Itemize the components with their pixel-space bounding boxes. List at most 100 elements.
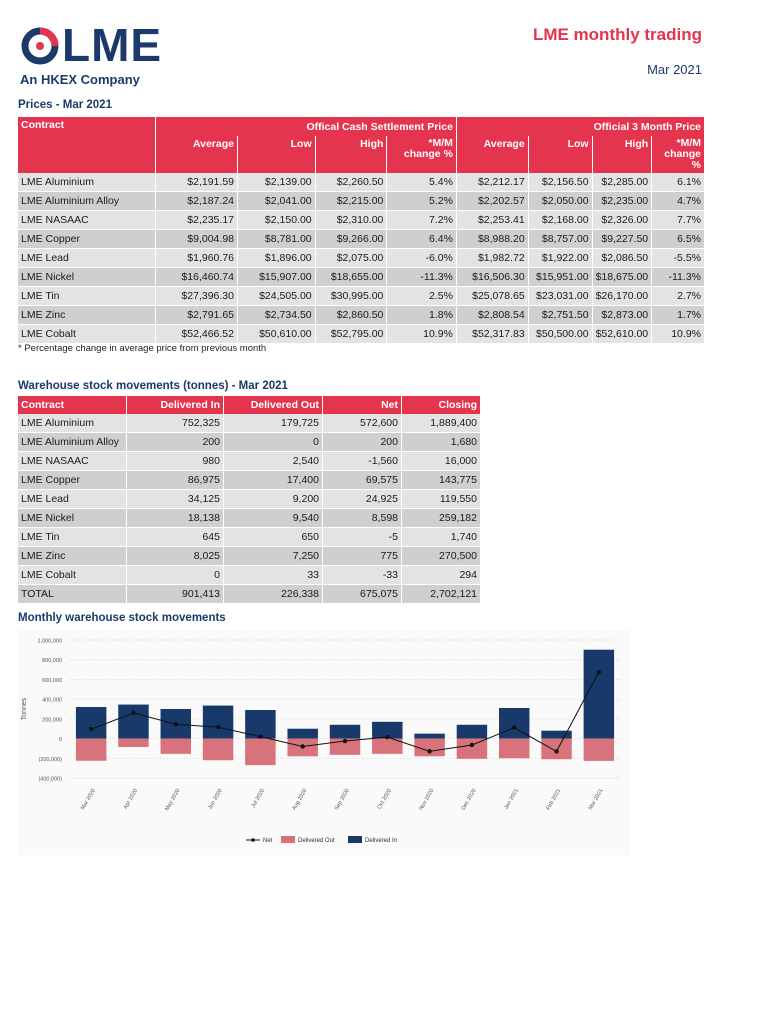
cash-low-header: Low [237,136,315,173]
cash-cell: 6.4% [386,230,456,249]
stocks-table-row: LME Lead 34,125 9,200 24,925 119,550 [18,490,480,509]
stock-value-cell: 69,575 [322,471,401,490]
prices-table-row: LME Lead $1,960.76 $1,896.00 $2,075.00 -6.0%… [18,249,704,268]
prices-section-title: Prices - Mar 2021 [18,99,112,111]
3m-cell: $2,235.00 [591,192,652,211]
stock-value-cell: -33 [322,566,401,585]
cash-cell: $24,505.00 [237,287,315,306]
cash-cell: 1.8% [386,306,456,325]
x-tick-label: Sep 2020 [334,788,351,811]
3m-cell: $9,227.50 [591,230,652,249]
delivered-in-bar [75,707,107,739]
delivered-out-bar [329,738,361,755]
chart-title: Monthly warehouse stock movements [18,612,226,624]
contract-name-cell: LME Aluminium [18,173,156,192]
lme-logo-mark-icon [21,27,59,65]
cash-cell: $50,610.00 [237,325,315,344]
stock-value-cell: -1,560 [322,452,401,471]
contract-column-header: Contract [18,117,156,173]
stock-value-cell: 16,000 [401,452,480,471]
stocks-table: Contract Delivered In Delivered Out Net … [18,396,480,604]
3m-cell: $50,500.00 [527,325,592,344]
3m-cell: 6.1% [651,173,704,192]
delivered-out-header: Delivered Out [223,396,322,414]
stocks-table-row: LME Zinc 8,025 7,250 775 270,500 [18,547,480,566]
delivered-in-bar [541,730,572,739]
x-tick-label: Nov 2020 [418,788,435,811]
stock-value-cell: 34,125 [126,490,223,509]
stock-value-cell: 17,400 [223,471,322,490]
net-point [512,725,517,730]
y-tick-label: 1,000,000 [38,639,62,645]
delivered-out-bar [118,738,149,747]
cash-cell: $16,460.74 [155,268,237,287]
contract-name-cell: LME Tin [18,287,156,306]
delivered-out-bar [160,738,191,754]
delivered-out-bar [372,738,403,754]
3m-cell: $2,212.17 [455,173,528,192]
cash-cell: $2,139.00 [237,173,315,192]
3m-cell: $8,757.00 [527,230,592,249]
stock-value-cell: 675,075 [322,585,401,604]
3m-average-header: Average [455,136,528,173]
3m-cell: $2,285.00 [591,173,652,192]
prices-table-row: LME Aluminium Alloy $2,187.24 $2,041.00 $2,… [18,192,704,211]
net-point [385,734,390,740]
stock-contract-cell: LME Nickel [18,509,126,528]
stock-value-cell: 24,925 [322,490,401,509]
legend-out-label: Delivered Out [298,838,335,844]
stock-value-cell: 572,600 [322,414,401,433]
3m-cell: $26,170.00 [591,287,652,306]
net-point [554,749,559,754]
cash-cell: 5.2% [386,192,456,211]
delivered-out-bar [75,738,107,761]
stock-value-cell: 1,680 [401,433,480,452]
legend-out-swatch [281,836,295,843]
x-tick-label: Mar 2020 [80,788,97,811]
delivered-in-bar [456,724,488,739]
cash-cell: 5.4% [386,173,456,192]
contract-name-cell: LME NASAAC [18,211,156,230]
logo-tagline: An HKEX Company [20,72,140,87]
cash-cell: $1,896.00 [237,249,315,268]
3m-cell: $2,050.00 [527,192,592,211]
contract-name-cell: LME Aluminium Alloy [18,192,156,211]
cash-high-header: High [314,136,387,173]
x-tick-label: Jan 2021 [503,788,520,811]
delivered-in-header: Delivered In [126,396,223,414]
stock-value-cell: 179,725 [223,414,322,433]
delivered-out-bar [499,738,530,759]
delivered-out-bar [456,738,488,759]
cash-cell: $2,150.00 [237,211,315,230]
stock-value-cell: 200 [322,433,401,452]
stocks-table-row: LME Tin 645 650 -5 1,740 [18,528,480,547]
cash-cell: $1,960.76 [155,249,237,268]
stock-value-cell: 119,550 [401,490,480,509]
prices-table-row: LME Aluminium $2,191.59 $2,139.00 $2,260.50… [18,173,704,192]
stock-value-cell: 9,200 [223,490,322,509]
prices-footnote: * Percentage change in average price fro… [18,343,267,354]
stock-contract-cell: LME Aluminium Alloy [18,433,126,452]
stock-contract-cell: LME Copper [18,471,126,490]
x-tick-label: Aug 2020 [291,788,308,811]
contract-name-cell: LME Nickel [18,268,156,287]
stock-value-cell: 645 [126,528,223,547]
delivered-in-bar [287,728,318,739]
3m-cell: $52,317.83 [455,325,528,344]
3m-cell: $2,873.00 [591,306,652,325]
stock-value-cell: 2,540 [223,452,322,471]
stock-value-cell: 7,250 [223,547,322,566]
stock-value-cell: 8,025 [126,547,223,566]
y-tick-label: (200,000) [38,757,62,763]
stock-value-cell: 86,975 [126,471,223,490]
stocks-table-row: LME NASAAC 980 2,540 -1,560 16,000 [18,452,480,471]
stock-value-cell: 1,889,400 [401,414,480,433]
y-tick-label: 400,000 [42,698,62,704]
cash-cell: 2.5% [386,287,456,306]
x-tick-label: Oct 2020 [377,788,393,810]
cash-cell: $9,266.00 [314,230,387,249]
legend-net-marker [251,838,255,842]
cash-cell: $2,041.00 [237,192,315,211]
contract-name-cell: LME Zinc [18,306,156,325]
x-tick-label: Jun 2020 [207,788,224,811]
